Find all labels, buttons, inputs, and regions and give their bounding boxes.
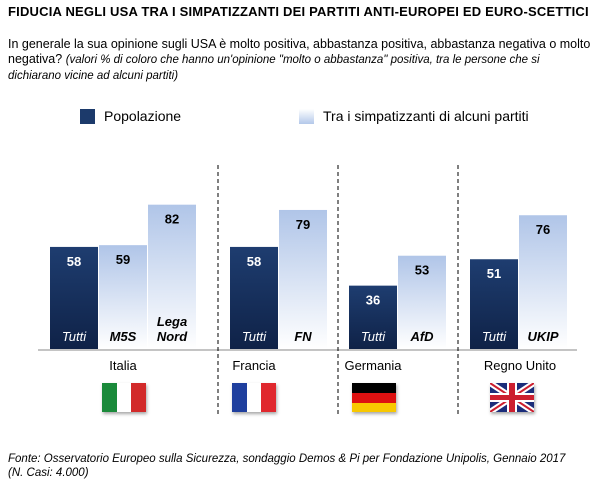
data-label-germania-tutti: 36 (366, 293, 380, 308)
chart-title: FIDUCIA NEGLI USA TRA I SIMPATIZZANTI DE… (8, 4, 589, 19)
bar-francia-fn (279, 209, 327, 349)
subtitle-note: (valori % di coloro che hanno un'opinion… (8, 54, 540, 82)
bar-italia-lega-nord (148, 204, 196, 349)
bar-category-italia-lega-nord: Lega Nord (157, 314, 188, 344)
bar-category-italia-m5s: M5S (110, 329, 137, 344)
chart-subtitle: In generale la sua opinione sugli USA è … (8, 37, 593, 84)
bar-italia-m5s (99, 245, 147, 349)
uk-flag-icon (488, 380, 536, 415)
country-label-francia: Francia (232, 358, 276, 373)
data-label-francia-fn: 79 (296, 217, 310, 232)
france-flag-icon (232, 383, 276, 412)
bar-italia-tutti (50, 246, 98, 349)
bar-category-regno-unito-ukip: UKIP (527, 329, 558, 344)
bar-category-italia-tutti: Tutti (62, 329, 87, 344)
bar-germania-tutti (349, 285, 397, 349)
data-label-italia-lega-nord: 82 (165, 212, 179, 227)
bar-category-germania-afd: AfD (409, 329, 434, 344)
country-label-germania: Germania (344, 358, 402, 373)
legend-swatch-simpatizzanti (299, 109, 314, 124)
data-label-italia-m5s: 59 (116, 252, 130, 267)
data-label-regno-unito-tutti: 51 (487, 266, 501, 281)
legend-label-popolazione: Popolazione (104, 108, 182, 124)
bar-category-germania-tutti: Tutti (361, 329, 386, 344)
country-label-italia: Italia (109, 358, 137, 373)
bar-germania-afd (398, 255, 446, 349)
bar-regno-unito-ukip (519, 215, 567, 349)
bar-regno-unito-tutti (470, 259, 518, 349)
data-label-germania-afd: 53 (415, 263, 429, 278)
data-label-italia-tutti: 58 (67, 254, 81, 269)
legend-swatch-popolazione (80, 109, 95, 124)
italy-flag-icon (102, 383, 146, 412)
bar-francia-tutti (230, 246, 278, 349)
bar-category-regno-unito-tutti: Tutti (482, 329, 507, 344)
bar-category-francia-fn: FN (294, 329, 312, 344)
legend-label-simpatizzanti: Tra i simpatizzanti di alcuni partiti (323, 108, 529, 124)
data-label-regno-unito-ukip: 76 (536, 222, 550, 237)
bar-category-francia-tutti: Tutti (242, 329, 267, 344)
source-note: Fonte: Osservatorio Europeo sulla Sicure… (8, 453, 566, 479)
subtitle-question: In generale la sua opinione sugli USA è … (8, 37, 591, 66)
data-label-francia-tutti: 58 (247, 254, 261, 269)
germany-flag-icon (352, 383, 396, 412)
country-label-regno-unito: Regno Unito (484, 358, 556, 373)
